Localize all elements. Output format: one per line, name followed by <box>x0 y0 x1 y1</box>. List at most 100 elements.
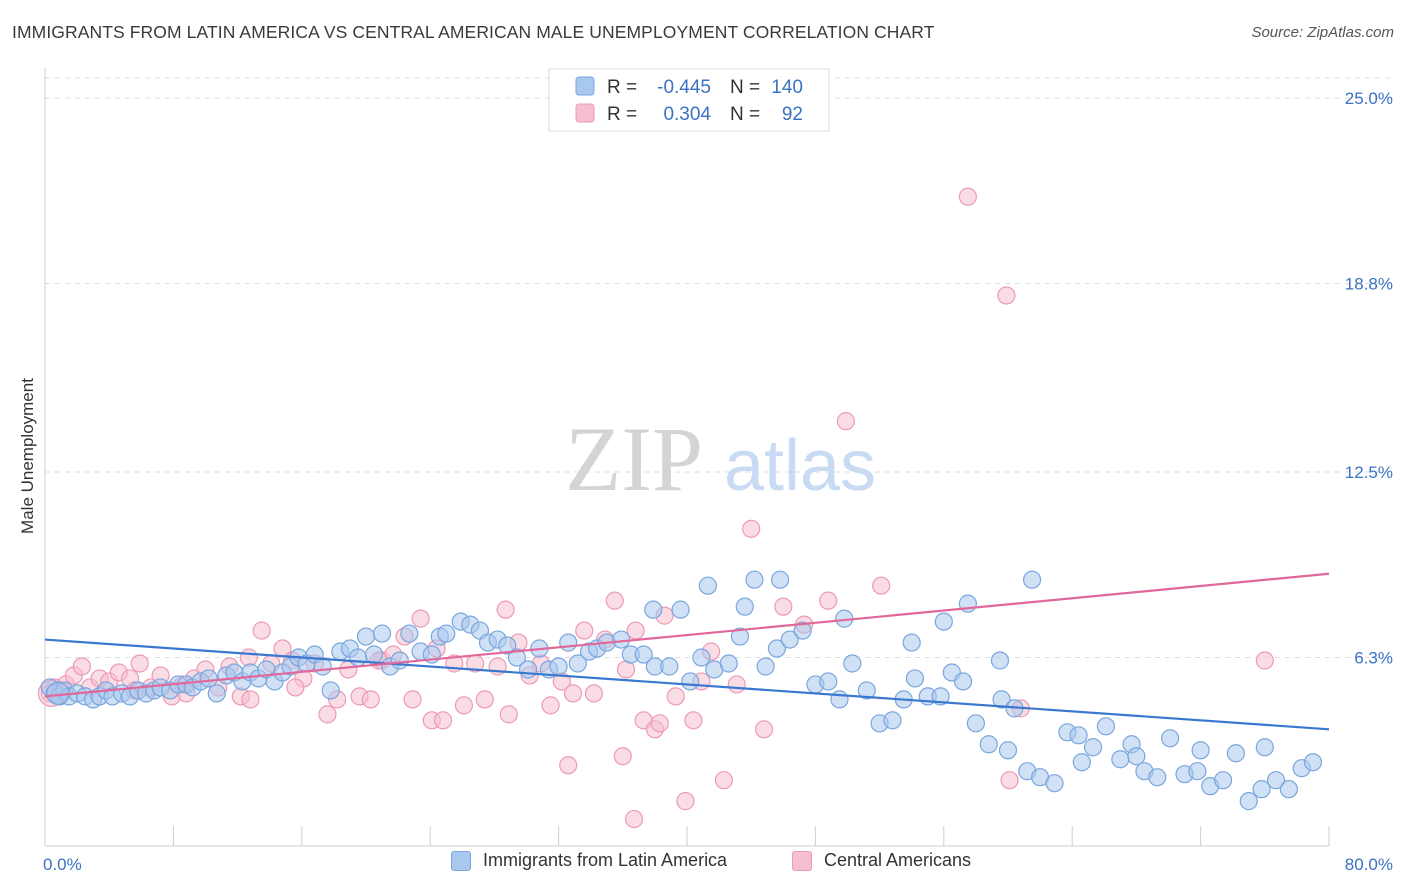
data-point-central-americans <box>286 678 305 697</box>
trend-line-immigrants <box>44 638 1330 731</box>
legend-swatch-central-americans <box>792 850 812 871</box>
data-point-immigrants <box>793 621 812 640</box>
source-label: Source: ZipAtlas.com <box>1251 24 1394 41</box>
data-point-immigrants <box>348 648 368 667</box>
legend-item-immigrants[interactable]: Immigrants from Latin America <box>451 850 727 871</box>
data-point-immigrants <box>671 600 690 619</box>
data-point-immigrants <box>612 630 631 649</box>
data-point-immigrants <box>1022 570 1042 589</box>
data-point-immigrants <box>660 657 679 676</box>
data-point-immigrants <box>931 687 950 706</box>
data-point-immigrants <box>756 657 775 676</box>
data-point-central-americans <box>1000 771 1019 790</box>
y-tick-label: 6.3% <box>1354 649 1393 668</box>
data-point-immigrants <box>1083 738 1103 757</box>
data-point-immigrants <box>905 669 925 688</box>
data-point-immigrants <box>321 681 340 700</box>
data-point-central-americans <box>958 187 977 206</box>
y-tick-label: 25.0% <box>1345 89 1393 108</box>
data-point-immigrants <box>1111 750 1130 769</box>
data-point-central-americans <box>475 690 494 709</box>
data-point-central-americans <box>454 696 474 715</box>
data-point-immigrants <box>698 576 717 595</box>
data-point-immigrants <box>313 657 332 676</box>
data-point-immigrants <box>692 648 711 667</box>
axes <box>44 68 1330 847</box>
data-point-immigrants <box>1266 771 1286 790</box>
data-point-immigrants <box>966 714 986 733</box>
data-point-immigrants <box>730 627 750 646</box>
data-point-central-americans <box>714 771 734 790</box>
data-point-immigrants <box>1045 774 1064 793</box>
legend-item-central-americans[interactable]: Central Americans <box>792 850 971 871</box>
data-point-central-americans <box>318 705 337 724</box>
data-point-immigrants <box>681 672 700 691</box>
data-point-immigrants <box>356 627 376 646</box>
data-point-central-americans <box>433 711 453 730</box>
data-point-central-americans <box>819 591 838 610</box>
data-point-immigrants <box>990 651 1010 670</box>
data-point-central-americans <box>624 809 644 829</box>
data-point-immigrants <box>1148 768 1167 787</box>
data-point-central-americans <box>605 591 624 610</box>
data-point-immigrants <box>719 654 738 673</box>
legend-n-value-1: 140 <box>771 77 803 98</box>
data-point-immigrants <box>953 672 973 691</box>
data-point-immigrants <box>780 630 799 649</box>
data-point-immigrants <box>830 690 849 709</box>
data-point-central-americans <box>742 519 761 538</box>
chart-title: IMMIGRANTS FROM LATIN AMERICA VS CENTRAL… <box>12 22 935 42</box>
data-point-central-americans <box>774 597 793 616</box>
data-point-central-americans <box>252 621 271 640</box>
data-point-immigrants <box>745 570 764 589</box>
data-point-immigrants <box>1191 741 1210 760</box>
data-point-central-americans <box>613 747 632 766</box>
legend-r-value-2: 0.304 <box>663 104 711 125</box>
data-point-immigrants <box>1239 792 1258 811</box>
data-point-immigrants <box>1096 717 1116 736</box>
data-point-central-americans <box>575 621 594 640</box>
data-point-central-americans <box>836 412 855 431</box>
legend-label-central-americans: Central Americans <box>824 850 972 870</box>
data-point-immigrants <box>400 624 419 643</box>
trend-line-central-americans <box>44 572 1330 698</box>
data-point-central-americans <box>361 690 380 709</box>
data-point-immigrants <box>1188 762 1207 781</box>
data-point-immigrants <box>1279 780 1298 799</box>
data-point-central-americans <box>1255 651 1274 670</box>
data-point-immigrants <box>549 657 568 676</box>
data-point-immigrants <box>559 633 578 652</box>
legend-r-value-1: -0.445 <box>657 77 711 98</box>
data-point-central-americans <box>130 654 149 673</box>
legend-n-label-1: N = <box>730 77 760 98</box>
data-point-immigrants <box>992 690 1011 709</box>
data-point-central-americans <box>411 609 430 628</box>
data-point-central-americans <box>727 675 746 694</box>
legend-swatch-immigrants <box>451 850 471 871</box>
data-point-central-americans <box>241 690 260 709</box>
data-point-immigrants <box>857 681 876 700</box>
data-point-central-americans <box>403 690 422 709</box>
legend-swatch-blue <box>575 76 595 96</box>
legend-r-label-1: R = <box>607 77 637 98</box>
legend-swatch-pink <box>575 103 595 123</box>
data-point-central-americans <box>666 687 685 706</box>
data-point-immigrants <box>1161 729 1180 748</box>
data-point-immigrants <box>1127 747 1146 766</box>
data-point-central-americans <box>872 576 891 595</box>
data-point-immigrants <box>843 654 862 673</box>
data-point-immigrants <box>770 570 790 589</box>
legend-n-value-2: 92 <box>782 104 803 125</box>
data-point-immigrants <box>1226 744 1246 763</box>
data-point-immigrants <box>767 639 786 658</box>
watermark-atlas: atlas <box>724 426 876 506</box>
data-point-central-americans <box>72 657 92 676</box>
gridlines <box>45 77 1395 659</box>
data-point-immigrants <box>979 735 998 754</box>
data-point-central-americans <box>676 792 695 811</box>
data-point-immigrants <box>1255 738 1274 757</box>
data-point-central-americans <box>684 711 703 730</box>
watermark-zip: ZIP <box>565 408 703 510</box>
data-point-immigrants <box>634 645 653 664</box>
data-point-central-americans <box>239 648 258 667</box>
